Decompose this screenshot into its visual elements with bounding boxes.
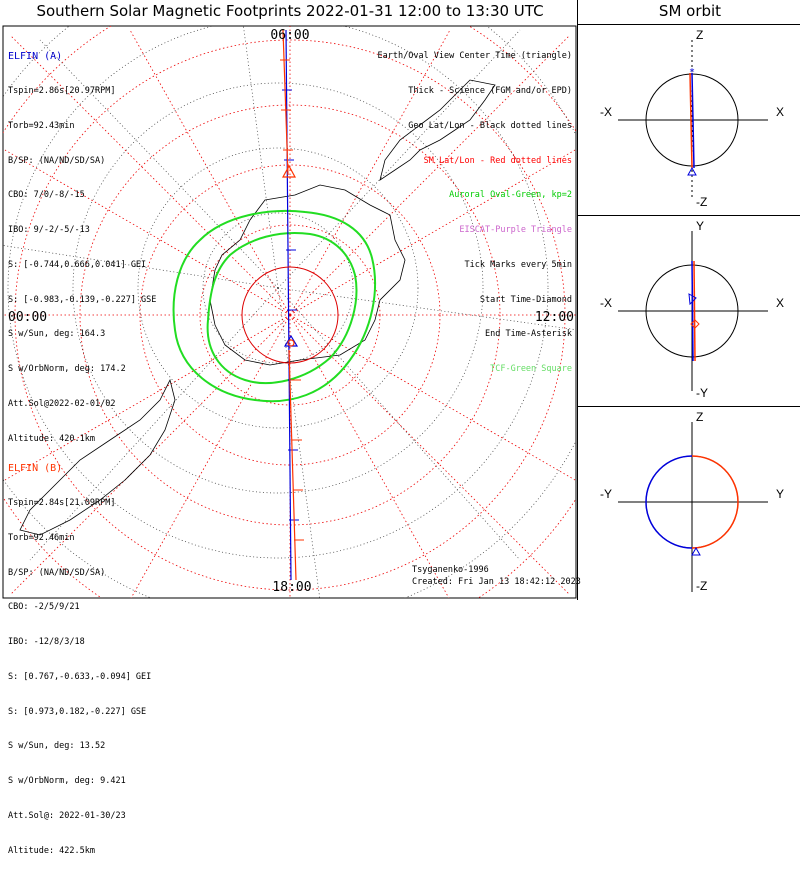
elfin-a-line: S: [-0.983,-0.139,-0.227] GSE — [8, 294, 157, 305]
legend: Earth/Oval View Center Time (triangle) T… — [378, 28, 572, 387]
continent-outlines — [19, 79, 496, 536]
elfin-b-line: S w/OrbNorm, deg: 9.421 — [8, 776, 126, 787]
panel2-left-label: -X — [600, 296, 612, 310]
africa-outline — [379, 79, 496, 181]
orbit-title: SM orbit — [658, 2, 722, 20]
orbit-panel-xy: Y -Y -X X — [578, 215, 800, 406]
elfin-a-line: Torb=92.43min — [8, 120, 75, 131]
panel3-left-label: -Y — [600, 487, 612, 501]
auroral-oval — [172, 209, 377, 403]
footer-created: Created: Fri Jan 13 18:42:12 2023 — [412, 577, 581, 587]
svg-text:*: * — [689, 67, 695, 78]
south-america-outline — [19, 378, 176, 536]
lt-label-bottom: 18:00 — [272, 580, 311, 595]
elfin-b-track — [280, 29, 304, 581]
panel-divider — [577, 0, 578, 600]
elfin-b-line: CBO: -2/5/9/21 — [8, 602, 80, 613]
geo-lon-lines — [3, 26, 576, 598]
panel2-top-label: Y — [696, 219, 705, 233]
elfin-b-line: S w/Sun, deg: 13.52 — [8, 741, 106, 752]
elfin-a-line: S w/Sun, deg: 164.3 — [8, 329, 106, 340]
panel1-top-label: Z — [696, 28, 704, 42]
legend-item: Thick - Science (FGM and/or EPD) — [408, 85, 572, 96]
elfin-a-line: S w/OrbNorm, deg: 174.2 — [8, 364, 126, 375]
orbit-panel-xz: * Z -Z -X X — [578, 24, 800, 215]
legend-item: Earth/Oval View Center Time (triangle) — [377, 51, 572, 62]
sm-pole-circle — [241, 266, 339, 364]
geo-lat-circles — [3, 26, 576, 598]
elfin-a-line: S: [-0.744,0.666,0.041] GEI — [8, 259, 147, 270]
elfin-a-track — [282, 29, 299, 581]
plot-title: Southern Solar Magnetic Footprints 2022-… — [36, 2, 544, 20]
elfin-a-line: Altitude: 420.1km — [8, 433, 95, 444]
lt-label-top: 06:00 — [270, 28, 309, 43]
panel2-right-label: X — [776, 296, 785, 310]
lt-label-left: 00:00 — [8, 310, 47, 325]
elfin-a-line: IBO: 9/-2/-5/-13 — [8, 225, 90, 236]
footer-credit: Tsyganenko-1996 — [412, 565, 489, 575]
panel3-bottom-label: -Z — [696, 579, 708, 593]
elfin-b-line: B/SP: (NA/ND/SD/SA) — [8, 567, 106, 578]
elfin-a-end-triangle — [283, 334, 299, 347]
elfin-b-line: Torb=92.46min — [8, 532, 75, 543]
legend-item: Tick Marks every 5min — [464, 259, 572, 270]
elfin-a-name: ELFIN (A) — [8, 51, 63, 63]
panel1-left-label: -X — [600, 105, 612, 119]
legend-item: Auroral Oval-Green, kp=2 — [449, 190, 572, 201]
legend-item: Geo Lat/Lon - Black dotted lines — [408, 120, 572, 131]
panel1-bottom-label: -Z — [696, 195, 708, 209]
elfin-b-line: S: [0.973,0.182,-0.227] GSE — [8, 706, 147, 717]
elfin-b-info: ELFIN (B) Tspin=2.84s[21.09RPM] Torb=92.… — [8, 440, 151, 869]
elfin-a-info: ELFIN (A) Tspin=2.86s[20.97RPM] Torb=92.… — [8, 28, 156, 457]
antarctica-outline — [209, 184, 406, 366]
elfin-b-line: Tspin=2.84s[21.09RPM] — [8, 497, 116, 508]
elfin-a-line: Att.Sol@2022-02-01/02 — [8, 399, 116, 409]
elfin-a-line: CBO: 7/0/-8/-15 — [8, 190, 85, 201]
legend-item: End Time-Asterisk — [485, 329, 572, 340]
sm-lon-lines — [3, 26, 576, 598]
elfin-b-center-triangle — [281, 164, 297, 178]
elfin-b-line: Att.Sol@: 2022-01-30/23 — [8, 811, 126, 821]
panel3-right-label: Y — [776, 487, 785, 501]
elfin-a-line: Tspin=2.86s[20.97RPM] — [8, 85, 116, 96]
elfin-b-name: ELFIN (B) — [8, 463, 63, 475]
panel2-bottom-label: -Y — [696, 386, 708, 400]
orbit-panel-yz: Z -Z -Y Y — [578, 406, 800, 601]
elfin-b-line: S: [0.767,-0.633,-0.094] GEI — [8, 671, 152, 682]
legend-item: EISCAT-Purple Triangle — [459, 225, 572, 236]
legend-item: Start Time-Diamond — [479, 294, 572, 305]
lt-label-right: 12:00 — [535, 310, 574, 325]
panel1-right-label: X — [776, 105, 785, 119]
legend-item: TCF-Green Square — [490, 364, 572, 375]
polar-map[interactable]: 06:00 00:00 12:00 18:00 — [0, 0, 578, 600]
elfin-b-line: Altitude: 422.5km — [8, 845, 95, 856]
elfin-a-line: B/SP: (NA/ND/SD/SA) — [8, 155, 106, 166]
legend-item: SM Lat/Lon - Red dotted lines — [423, 155, 572, 166]
elfin-b-line: IBO: -12/8/3/18 — [8, 637, 85, 648]
panel3-top-label: Z — [696, 410, 704, 424]
